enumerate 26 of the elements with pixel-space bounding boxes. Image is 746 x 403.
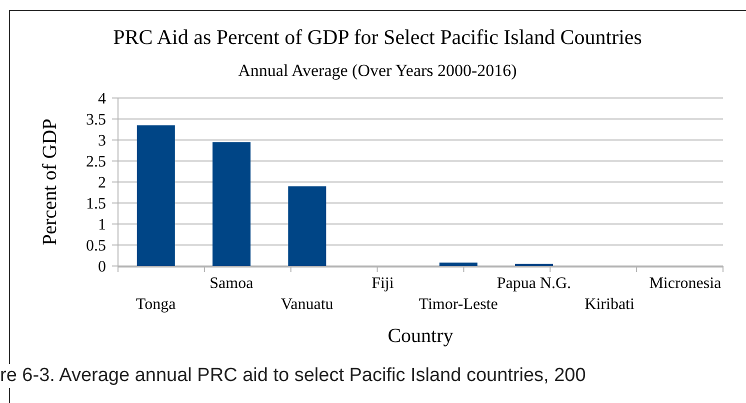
text: re 6-3. Average annual PRC aid to select Pacific Island countries, 200 — [0, 364, 590, 388]
bar — [439, 262, 478, 266]
x-tick-label: Timor-Leste — [418, 296, 498, 313]
y-axis-title: Percent of GDP — [39, 118, 61, 246]
chart-title: PRC Aid as Percent of GDP for Select Pacific Island Countries — [112, 25, 643, 49]
y-tick-label: 1.5 — [86, 196, 106, 213]
y-tick-label: 4 — [98, 90, 106, 108]
y-tick-label: 0.5 — [86, 238, 106, 255]
x-axis-title: Country — [386, 324, 454, 348]
bar — [136, 125, 175, 266]
y-tick-label: 3 — [98, 132, 106, 150]
x-tick-label: Micronesia — [649, 275, 722, 292]
y-tick-label: 3.5 — [86, 112, 106, 129]
chart-subtitle: Annual Average (Over Years 2000-2016) — [237, 61, 518, 81]
bar — [212, 142, 251, 266]
x-tick-label: Samoa — [210, 275, 254, 292]
y-tick-label: 0 — [98, 258, 106, 276]
x-tick-label: Kiribati — [584, 296, 635, 313]
bar — [288, 186, 326, 266]
x-tick-label: Papua N.G. — [496, 275, 572, 292]
y-tick-label: 1 — [98, 216, 106, 234]
x-tick-label: Vanuatu — [280, 296, 334, 313]
y-tick-label: 2.5 — [86, 154, 106, 171]
y-tick-label: 2 — [98, 174, 106, 192]
x-tick-label: Fiji — [372, 275, 394, 292]
x-tick-label: Tonga — [136, 296, 176, 313]
